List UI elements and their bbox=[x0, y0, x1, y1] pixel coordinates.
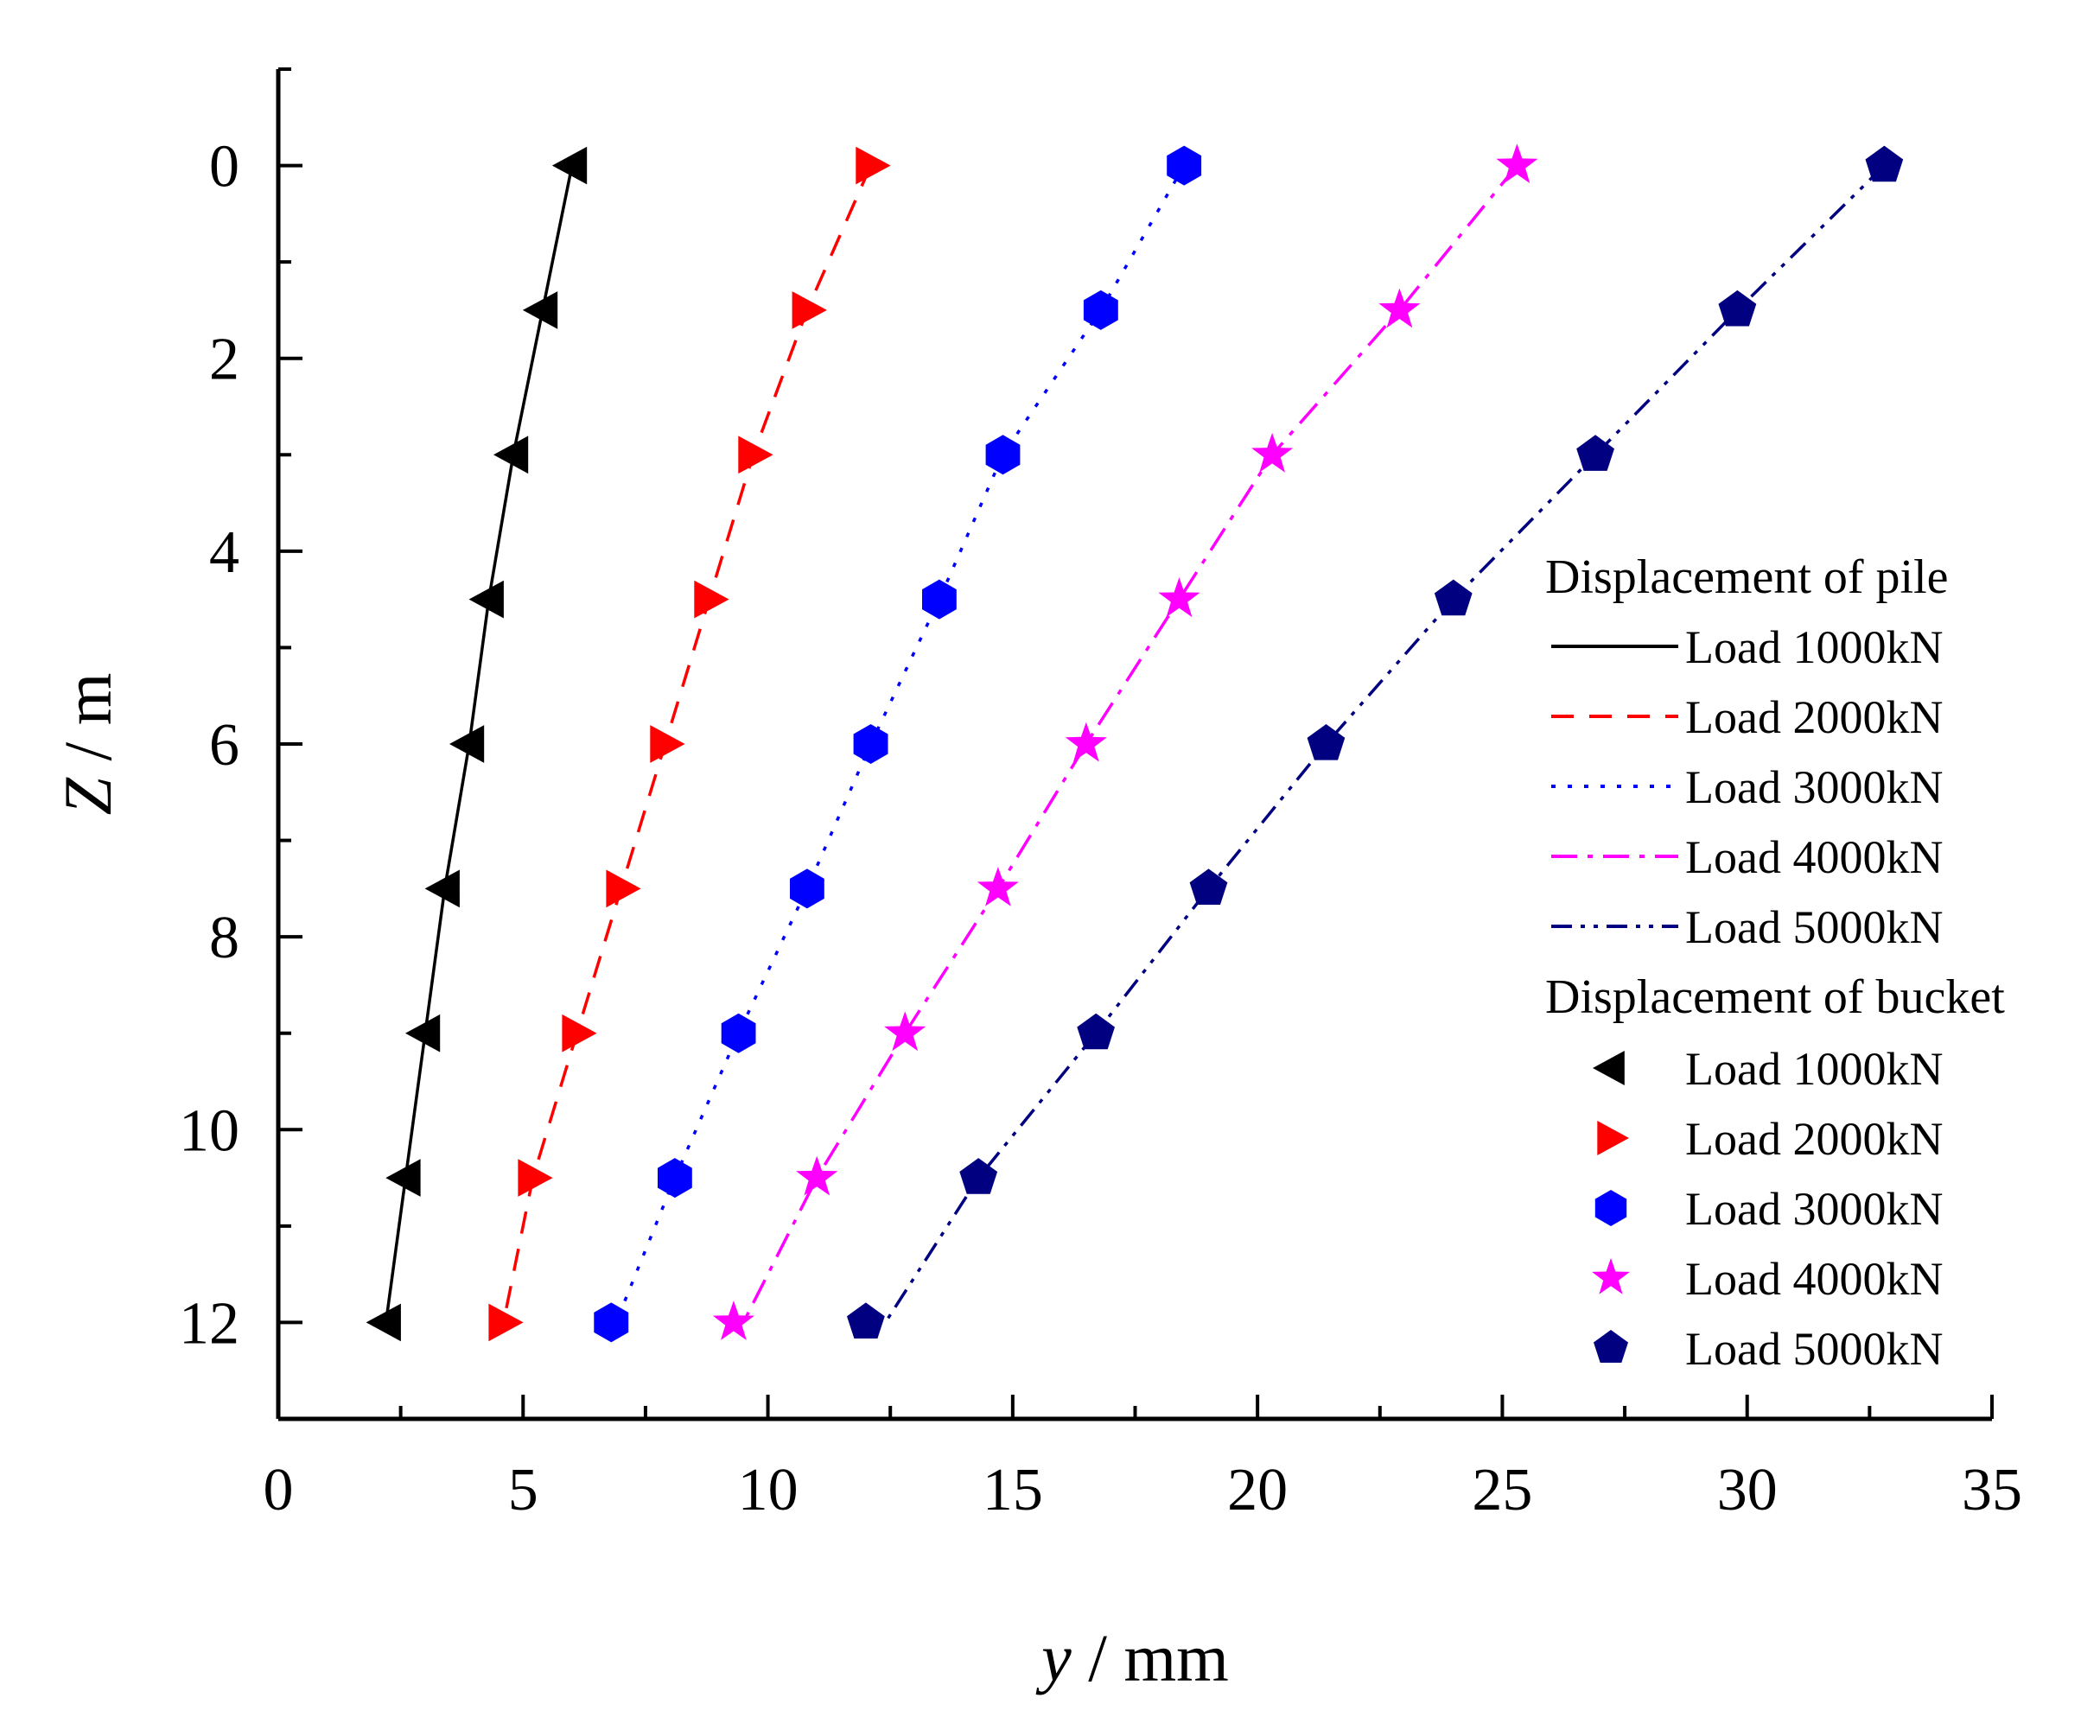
bucket-point-series-3 bbox=[985, 435, 1021, 475]
y-tick-label: 4 bbox=[209, 519, 239, 586]
bucket-point-series-4 bbox=[796, 1155, 838, 1196]
legend-title-bucket: Displacement of bucket bbox=[1545, 970, 2005, 1024]
y-tick-label: 6 bbox=[209, 712, 239, 779]
bucket-point-series-3 bbox=[790, 868, 824, 909]
x-tick-label: 5 bbox=[508, 1457, 538, 1523]
bucket-point-series-1 bbox=[551, 146, 588, 185]
bucket-point-series-1 bbox=[468, 580, 504, 619]
x-tick-label: 0 bbox=[264, 1457, 294, 1523]
bucket-point-series-1 bbox=[493, 436, 529, 474]
x-tick-label: 35 bbox=[1962, 1457, 2022, 1523]
y-axis-title: Z / m bbox=[50, 673, 125, 816]
bucket-point-series-3 bbox=[922, 579, 957, 620]
bucket-point-series-5 bbox=[959, 1158, 998, 1194]
y-tick-label: 0 bbox=[209, 134, 239, 200]
bucket-point-series-4 bbox=[1251, 433, 1294, 473]
legend-label: Load 1000kN bbox=[1685, 1043, 1943, 1095]
bucket-point-series-5 bbox=[1189, 868, 1228, 905]
bucket-point-series-4 bbox=[977, 867, 1019, 906]
bucket-point-series-5 bbox=[1576, 435, 1614, 471]
x-tick-label: 15 bbox=[983, 1457, 1043, 1523]
legend-label: Load 1000kN bbox=[1685, 621, 1943, 673]
y-tick-label: 2 bbox=[209, 327, 239, 393]
legend-label: Load 2000kN bbox=[1685, 691, 1943, 743]
bucket-point-series-2 bbox=[606, 869, 641, 908]
legend-label: Load 3000kN bbox=[1685, 1183, 1943, 1235]
bucket-point-series-4 bbox=[1496, 143, 1538, 183]
legend-label: Load 2000kN bbox=[1685, 1113, 1943, 1165]
legend-label: Load 4000kN bbox=[1685, 1253, 1943, 1305]
legend-marker-sample bbox=[1597, 1121, 1629, 1155]
legend-label: Load 3000kN bbox=[1685, 761, 1943, 813]
bucket-point-series-2 bbox=[488, 1303, 524, 1342]
bucket-point-series-2 bbox=[562, 1014, 597, 1052]
bucket-point-series-4 bbox=[712, 1300, 754, 1340]
bucket-point-series-3 bbox=[594, 1302, 629, 1343]
bucket-point-series-2 bbox=[856, 146, 891, 185]
bucket-point-series-1 bbox=[522, 291, 558, 329]
bucket-point-series-3 bbox=[721, 1013, 756, 1053]
bucket-point-series-5 bbox=[1865, 145, 1904, 182]
bucket-point-series-5 bbox=[1718, 289, 1757, 327]
legend-label: Load 4000kN bbox=[1685, 831, 1943, 883]
bucket-point-series-4 bbox=[1065, 722, 1107, 762]
x-axis-title: y / mm bbox=[1035, 1620, 1229, 1695]
bucket-point-series-1 bbox=[405, 1014, 441, 1052]
bucket-point-series-3 bbox=[1083, 289, 1118, 330]
pile-line-series-3 bbox=[614, 164, 1186, 1324]
legend-label: Load 5000kN bbox=[1685, 1323, 1943, 1375]
x-axis-title-var: y bbox=[1035, 1620, 1072, 1695]
legend-marker-sample bbox=[1594, 1190, 1627, 1226]
bucket-point-series-3 bbox=[853, 724, 888, 764]
y-tick-label: 8 bbox=[209, 905, 239, 971]
bucket-point-series-5 bbox=[847, 1302, 885, 1339]
bucket-point-series-1 bbox=[424, 869, 460, 908]
bucket-point-series-4 bbox=[1378, 288, 1421, 328]
y-tick-label: 10 bbox=[179, 1097, 239, 1164]
bucket-point-series-1 bbox=[449, 725, 485, 763]
bucket-point-series-2 bbox=[518, 1159, 553, 1197]
bucket-point-series-1 bbox=[366, 1303, 401, 1342]
legend-marker-sample bbox=[1594, 1330, 1628, 1363]
x-tick-label: 10 bbox=[738, 1457, 799, 1523]
legend-marker-sample bbox=[1592, 1257, 1630, 1294]
bucket-point-series-2 bbox=[650, 725, 685, 763]
legend-title-pile: Displacement of pile bbox=[1545, 550, 1949, 604]
bucket-point-series-2 bbox=[694, 580, 729, 619]
bucket-point-series-4 bbox=[1158, 577, 1200, 618]
bucket-point-series-3 bbox=[658, 1158, 692, 1199]
legend-marker-sample bbox=[1593, 1051, 1625, 1085]
bucket-point-series-4 bbox=[884, 1011, 926, 1052]
y-axis-title-var: Z bbox=[50, 776, 125, 815]
y-axis-title-unit: / m bbox=[50, 673, 125, 778]
bucket-point-series-5 bbox=[1307, 724, 1346, 760]
legend-label: Load 5000kN bbox=[1685, 901, 1943, 953]
bucket-point-series-5 bbox=[1077, 1013, 1115, 1050]
x-tick-label: 20 bbox=[1227, 1457, 1288, 1523]
bucket-point-series-3 bbox=[1167, 145, 1202, 186]
bucket-point-series-2 bbox=[792, 291, 827, 329]
x-tick-label: 30 bbox=[1717, 1457, 1778, 1523]
x-axis-title-unit: / mm bbox=[1072, 1620, 1229, 1695]
y-tick-label: 12 bbox=[179, 1290, 239, 1357]
pile-line-series-4 bbox=[741, 164, 1518, 1324]
bucket-point-series-1 bbox=[385, 1159, 421, 1197]
bucket-point-series-5 bbox=[1434, 579, 1473, 616]
x-tick-label: 25 bbox=[1472, 1457, 1532, 1523]
bucket-point-series-2 bbox=[738, 436, 773, 474]
